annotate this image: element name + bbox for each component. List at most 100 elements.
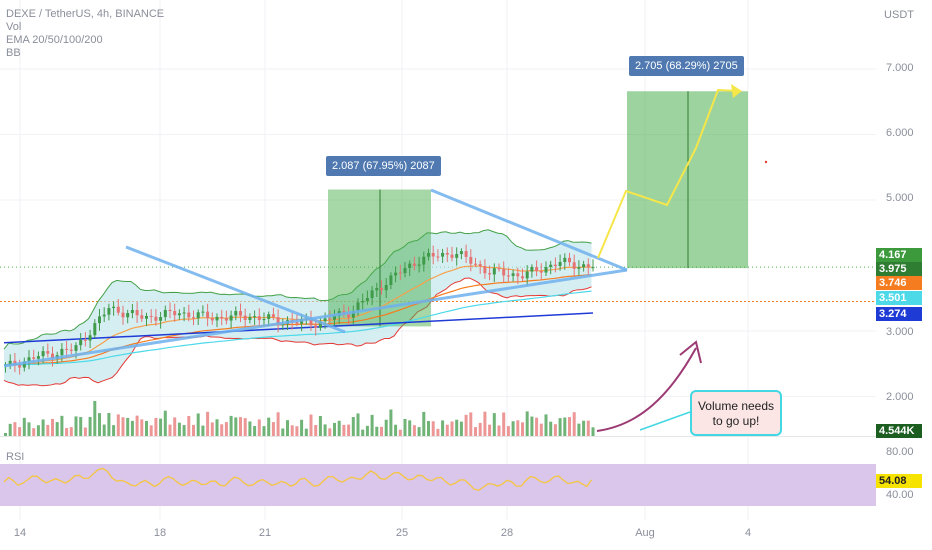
rsi-label[interactable]: RSI (6, 451, 25, 463)
candle-body (41, 351, 45, 357)
candle-body (126, 313, 130, 318)
candle-body (516, 273, 520, 277)
volume-arrow (596, 347, 697, 432)
volume-bar (450, 421, 454, 436)
volume-bar (281, 428, 285, 436)
candle-body (18, 365, 22, 368)
volume-bar (375, 426, 379, 436)
legend: DEXE / TetherUS, 4h, BINANCE Vol EMA 20/… (6, 8, 164, 60)
volume-bar (384, 419, 388, 436)
candle-body (309, 318, 313, 326)
volume-bar (549, 421, 553, 436)
candles (4, 244, 595, 375)
candle-body (553, 264, 557, 266)
legend-bb[interactable]: BB (6, 47, 21, 59)
candle-body (483, 266, 487, 274)
candle-body (422, 256, 426, 265)
volume-bar (478, 422, 482, 436)
candle-body (572, 262, 576, 269)
volume-bar (112, 425, 116, 436)
axis-unit[interactable]: USDT (884, 9, 914, 21)
candle-body (333, 315, 336, 320)
volume-bar (455, 419, 459, 436)
legend-vol[interactable]: Vol (6, 21, 22, 33)
candle-body (488, 273, 492, 275)
price-tag-last: 3.975 (876, 262, 922, 276)
candle-body (323, 318, 327, 322)
volume-bar (492, 413, 496, 436)
volume-bar (511, 421, 515, 436)
y-tick-label: 7.000 (886, 62, 914, 74)
candle-body (455, 254, 459, 258)
volume-bar (177, 422, 181, 436)
volume-bar (36, 425, 40, 436)
candle-body (474, 263, 477, 265)
price-tag-volume: 4.544K (876, 424, 922, 438)
volume-bar (337, 420, 341, 436)
volume-bar (65, 428, 69, 436)
candle-body (257, 316, 261, 321)
volume-bar (464, 414, 468, 436)
volume-bar (300, 419, 304, 436)
volume-bar (22, 417, 26, 436)
candle-body (525, 271, 529, 279)
candle-body (276, 317, 280, 325)
volume-bar (483, 411, 487, 436)
volume-bar (4, 433, 7, 436)
volume-bar (130, 420, 134, 436)
volume-bar (121, 417, 125, 436)
candle-body (149, 315, 153, 317)
candle-body (506, 275, 510, 277)
volume-bar (168, 424, 172, 436)
measure-label-1[interactable]: 2.087 (67.95%) 2087 (326, 156, 441, 176)
volume-bar (173, 417, 177, 436)
volume-bar (394, 424, 398, 436)
legend-symbol[interactable]: DEXE / TetherUS, 4h, BINANCE (6, 8, 165, 20)
candle-body (60, 348, 64, 356)
volume-bar (408, 420, 412, 436)
volume-bar (314, 425, 318, 436)
candle-body (79, 339, 83, 346)
candle-body (314, 325, 318, 328)
volume-bar (220, 424, 224, 436)
bollinger-bands (3, 229, 592, 387)
volume-bar (13, 422, 17, 436)
volume-arrowhead (679, 340, 702, 364)
volume-bar (328, 428, 332, 436)
candle-body (8, 360, 12, 365)
volume-bar (412, 425, 416, 436)
volume-bar (502, 412, 506, 436)
measure-label-2[interactable]: 2.705 (68.29%) 2705 (629, 56, 744, 76)
bb-fill (4, 229, 592, 386)
price-tag-bb-upper: 4.167 (876, 248, 922, 262)
candle-body (51, 353, 54, 359)
volume-bar (539, 423, 543, 436)
volume-bar (389, 409, 393, 436)
volume-bar (154, 417, 158, 436)
price-tag-rsi: 54.08 (876, 474, 922, 488)
candle-body (459, 251, 463, 255)
volume-bar (69, 427, 73, 436)
candle-body (356, 302, 360, 311)
y-tick-label: 3.000 (886, 326, 914, 338)
measure-boxes (328, 91, 748, 327)
volume-bar (441, 420, 445, 436)
volume-callout[interactable]: Volume needs to go up! (690, 390, 782, 436)
volume-bar (55, 422, 59, 436)
volume-bar (422, 411, 426, 436)
candle-body (535, 266, 539, 272)
legend-ema[interactable]: EMA 20/50/100/200 (6, 34, 103, 46)
candle-body (65, 348, 69, 350)
volume-bar (535, 417, 539, 436)
candle-body (281, 324, 285, 326)
ema200-line (3, 312, 594, 344)
volume-bar (32, 428, 36, 436)
x-tick-label: 18 (153, 527, 167, 539)
volume-bar (83, 427, 87, 436)
candle-body (163, 309, 167, 318)
candle-body (497, 268, 501, 270)
volume-bar (187, 416, 191, 436)
volume-bar (276, 412, 280, 436)
volume-bar (126, 417, 130, 436)
